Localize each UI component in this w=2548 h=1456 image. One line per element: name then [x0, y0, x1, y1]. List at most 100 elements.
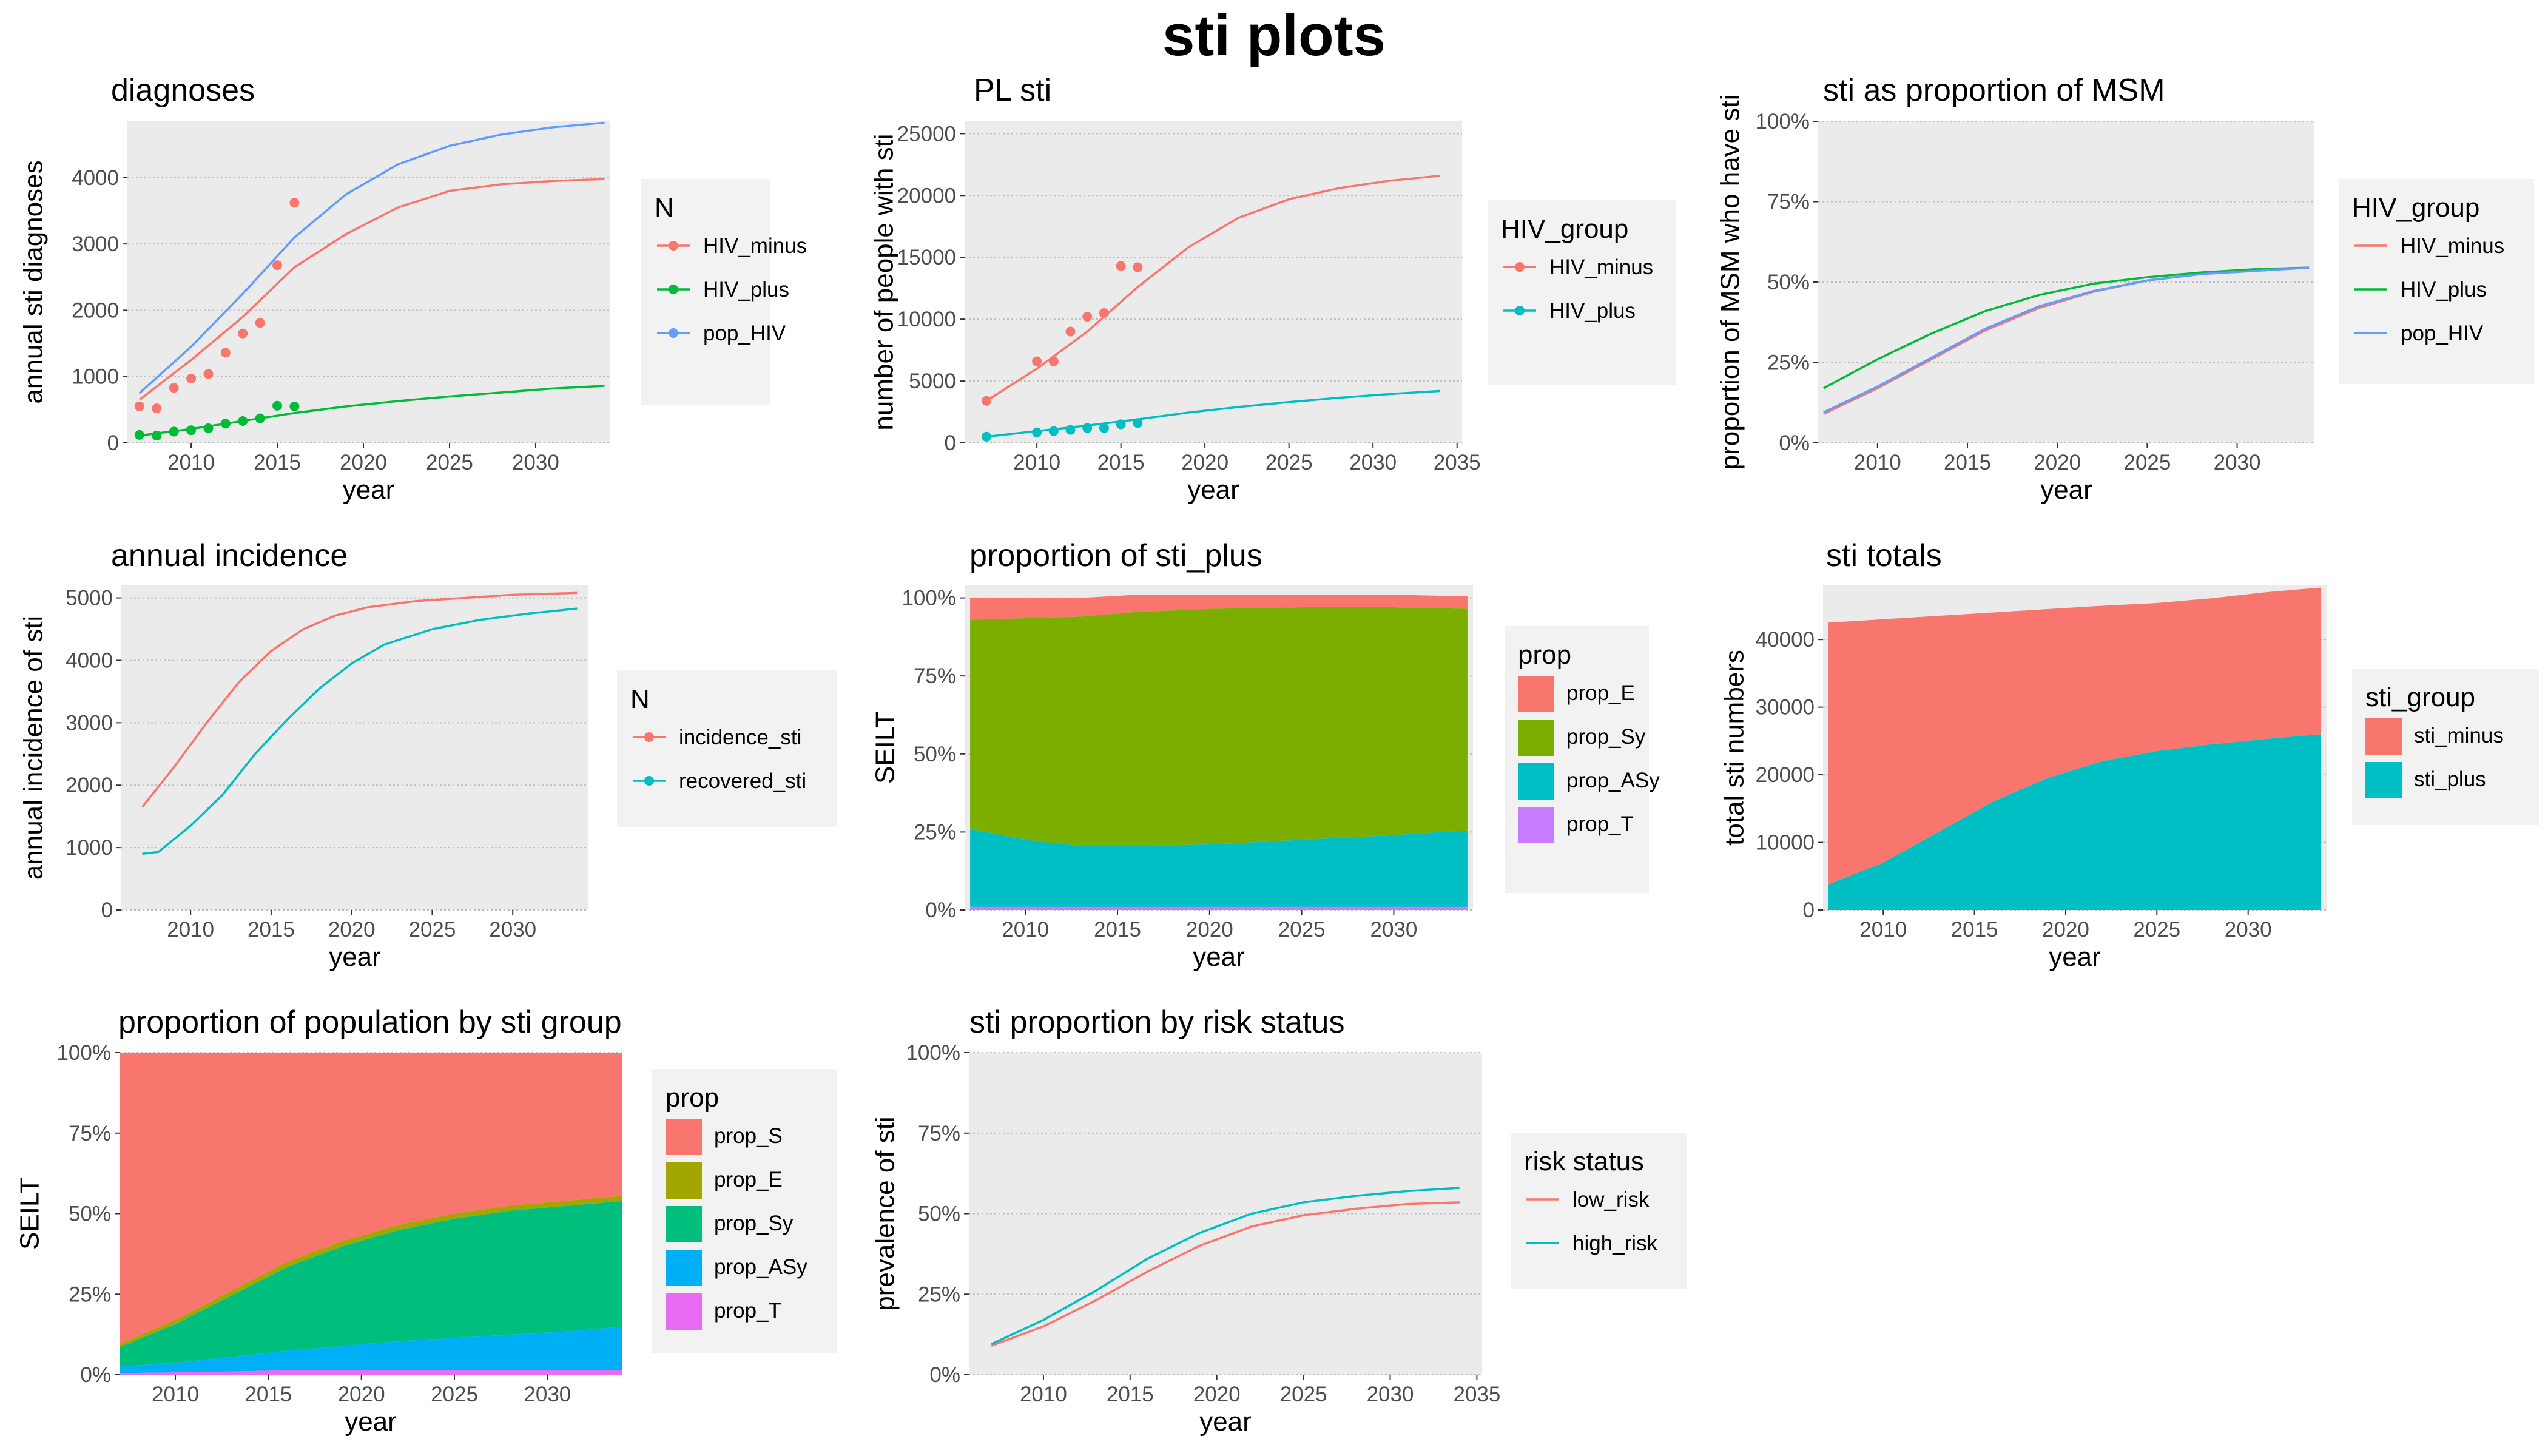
diagnoses-xtick-label: 2025: [426, 451, 473, 474]
pl-sti-title: PL sti: [974, 73, 1051, 108]
proportion-sti-plus-legend-box: [1505, 626, 1649, 893]
proportion-population-legend-key-prop_E: [666, 1162, 702, 1199]
proportion-sti-plus-ytick-label: 50%: [914, 743, 956, 766]
sti-risk-status-xlabel: year: [1199, 1407, 1252, 1437]
pl-sti-point-HIV_minus: [1133, 262, 1143, 272]
sti-totals-title: sti totals: [1826, 538, 1942, 573]
diagnoses-point-HIV_minus: [186, 374, 197, 383]
pl-sti-legend-dot-HIV_plus: [1515, 306, 1525, 315]
pl-sti-point-HIV_minus: [1099, 308, 1109, 318]
proportion-sti-plus-legend-key-prop_ASy: [1518, 763, 1554, 800]
sti-totals-ytick-label: 20000: [1756, 763, 1815, 787]
diagnoses-legend-label-HIV_minus: HIV_minus: [703, 234, 807, 258]
proportion-sti-plus-legend-label-prop_Sy: prop_Sy: [1566, 725, 1646, 749]
sti-totals-xtick-label: 2015: [1951, 918, 1998, 942]
proportion-sti-plus-xtick-label: 2020: [1186, 918, 1233, 942]
proportion-population-legend-label-prop_Sy: prop_Sy: [714, 1212, 794, 1235]
pl-sti-xtick-label: 2030: [1349, 451, 1397, 474]
diagnoses-point-HIV_minus: [134, 401, 144, 411]
diagnoses-legend-box: [641, 179, 770, 405]
diagnoses-xlabel: year: [343, 475, 395, 505]
sti-proportion-msm-line-HIV_plus: [1823, 266, 2310, 389]
sti-proportion-msm-xlabel: year: [2040, 475, 2092, 505]
proportion-population-xlabel: year: [345, 1407, 397, 1437]
annual-incidence-ytick-label: 1000: [66, 836, 113, 860]
sti-risk-status-xtick-label: 2010: [1020, 1383, 1067, 1406]
annual-incidence-legend-label-recovered_sti: recovered_sti: [679, 769, 806, 793]
pl-sti-ytick-label: 25000: [897, 122, 956, 146]
diagnoses-ytick-label: 2000: [72, 298, 119, 322]
page-title: sti plots: [1162, 3, 1386, 68]
pl-sti-point-HIV_plus: [1116, 419, 1126, 430]
sti-risk-status-legend-box: [1511, 1133, 1687, 1289]
diagnoses-ytick-label: 4000: [72, 166, 119, 190]
diagnoses-point-HIV_minus: [220, 348, 231, 358]
diagnoses-ytick-label: 3000: [72, 232, 119, 256]
annual-incidence-ytick-label: 5000: [66, 587, 113, 610]
proportion-sti-plus-xtick-label: 2025: [1278, 918, 1326, 942]
sti-risk-status-ytick-label: 50%: [918, 1202, 960, 1226]
sti-totals-legend-label-sti_plus: sti_plus: [2414, 767, 2486, 791]
pl-sti-legend-label-HIV_minus: HIV_minus: [1549, 255, 1653, 279]
proportion-sti-plus-xtick-label: 2030: [1370, 918, 1418, 942]
proportion-population-title: proportion of population by sti group: [118, 1005, 622, 1040]
proportion-sti-plus-ylabel: SEILT: [871, 712, 900, 784]
annual-incidence-xtick-label: 2010: [167, 918, 214, 942]
pl-sti-legend-box: [1488, 200, 1676, 385]
sti-totals-xtick-label: 2030: [2225, 918, 2272, 942]
proportion-population-xtick-label: 2010: [152, 1383, 199, 1406]
pl-sti-ytick-label: 10000: [897, 308, 956, 331]
pl-sti-point-HIV_minus: [1048, 356, 1059, 366]
diagnoses-legend-label-HIV_plus: HIV_plus: [703, 278, 789, 302]
sti-proportion-msm-legend-label-HIV_minus: HIV_minus: [2401, 234, 2504, 258]
sti-totals-area-sti_minus: [1828, 587, 2321, 885]
diagnoses-point-HIV_plus: [220, 419, 231, 429]
annual-incidence-ytick-label: 2000: [66, 774, 113, 797]
pl-sti-legend-label-HIV_plus: HIV_plus: [1549, 299, 1636, 323]
proportion-sti-plus-area-prop_Sy: [970, 607, 1468, 846]
pl-sti-line-HIV_plus: [986, 389, 1441, 438]
pl-sti-xtick-label: 2010: [1013, 451, 1060, 474]
annual-incidence-line-recovered_sti: [142, 607, 578, 855]
sti-totals-ytick-label: 30000: [1756, 696, 1815, 720]
proportion-population-legend-key-prop_ASy: [666, 1250, 702, 1286]
diagnoses-line-HIV_plus: [139, 385, 605, 437]
pl-sti-point-HIV_minus: [1032, 356, 1042, 366]
diagnoses-point-HIV_plus: [289, 401, 300, 411]
sti-proportion-msm-ytick-label: 100%: [1755, 110, 1810, 133]
diagnoses-legend-dot-HIV_minus: [669, 241, 678, 251]
diagnoses-point-HIV_plus: [238, 416, 248, 426]
sti-proportion-msm-title: sti as proportion of MSM: [1823, 73, 2165, 108]
sti-proportion-msm-ytick-label: 75%: [1767, 190, 1810, 214]
sti-proportion-msm-ytick-label: 25%: [1767, 351, 1810, 375]
sti-totals-xlabel: year: [2049, 942, 2101, 972]
proportion-sti-plus-legend-key-prop_Sy: [1518, 720, 1554, 756]
pl-sti-ytick-label: 0: [945, 431, 956, 455]
proportion-population-ytick-label: 50%: [69, 1202, 111, 1226]
annual-incidence-line-incidence_sti: [141, 592, 578, 808]
proportion-population-legend-label-prop_ASy: prop_ASy: [714, 1255, 807, 1279]
sti-totals-legend-title: sti_group: [2365, 682, 2475, 712]
sti-proportion-msm-legend-box: [2339, 179, 2534, 384]
pl-sti-legend-title: HIV_group: [1501, 214, 1628, 244]
pl-sti-legend-dot-HIV_minus: [1515, 262, 1525, 272]
pl-sti-ylabel: number of people with sti: [869, 133, 899, 430]
diagnoses-point-HIV_plus: [169, 426, 179, 437]
pl-sti-point-HIV_plus: [1082, 423, 1093, 433]
sti-proportion-msm-ytick-label: 0%: [1779, 431, 1810, 455]
pl-sti-point-HIV_plus: [1099, 423, 1109, 433]
sti-risk-status-legend-label-low_risk: low_risk: [1572, 1188, 1650, 1212]
proportion-population-legend-label-prop_E: prop_E: [714, 1168, 783, 1191]
proportion-sti-plus-legend-title: prop: [1518, 640, 1571, 670]
pl-sti-point-HIV_minus: [1116, 261, 1126, 271]
diagnoses-point-HIV_plus: [134, 430, 144, 440]
proportion-population-legend-key-prop_Sy: [666, 1206, 702, 1242]
proportion-sti-plus-ytick-label: 75%: [914, 664, 956, 688]
annual-incidence-xtick-label: 2030: [489, 918, 536, 942]
diagnoses-line-HIV_minus: [138, 178, 605, 401]
sti-totals-legend-label-sti_minus: sti_minus: [2414, 724, 2504, 747]
sti-totals-ytick-label: 40000: [1756, 628, 1815, 652]
sti-risk-status-ytick-label: 25%: [918, 1282, 960, 1306]
sti-totals-xtick-label: 2010: [1859, 918, 1907, 942]
proportion-sti-plus-area-prop_T: [970, 906, 1468, 910]
